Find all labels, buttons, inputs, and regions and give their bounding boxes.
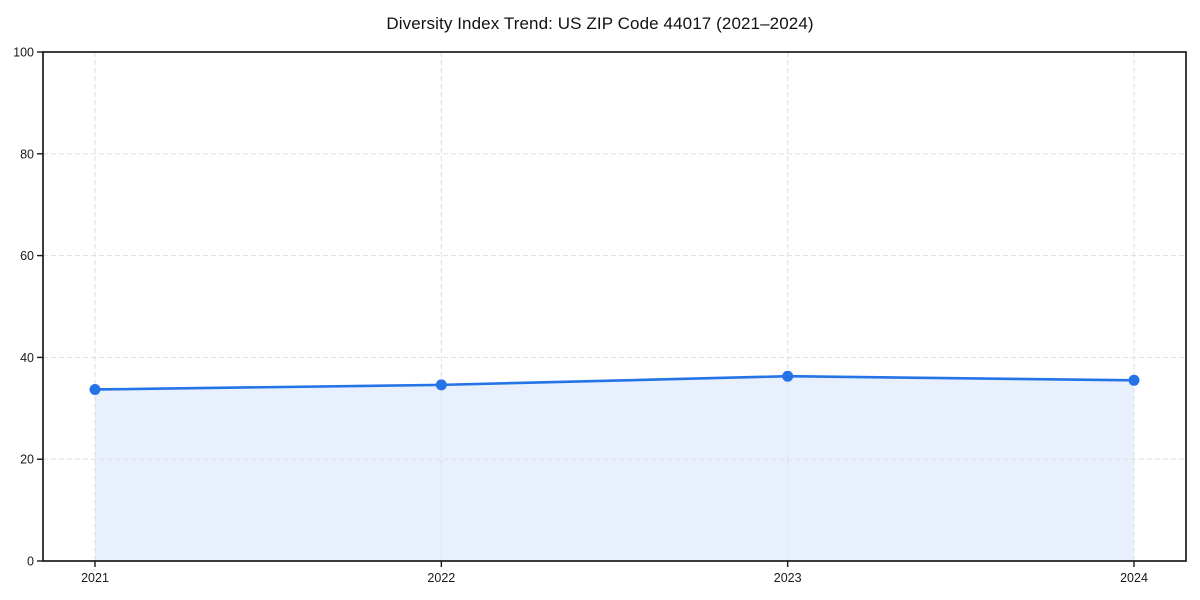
data-point-2024 — [1128, 374, 1140, 386]
y-tick-label: 0 — [27, 555, 34, 569]
x-tick-label: 2022 — [427, 571, 455, 585]
data-point-2021 — [89, 383, 101, 395]
y-tick-label: 60 — [20, 249, 34, 263]
x-tick-label: 2021 — [81, 571, 109, 585]
y-tick-label: 40 — [20, 351, 34, 365]
y-tick-label: 100 — [13, 46, 34, 60]
x-tick-label: 2023 — [774, 571, 802, 585]
chart-title: Diversity Index Trend: US ZIP Code 44017… — [386, 14, 814, 33]
data-point-2022 — [435, 379, 447, 391]
area-fill — [95, 376, 1134, 561]
plot-border — [42, 51, 1187, 562]
trend-line — [93, 374, 1136, 391]
x-tick-label: 2024 — [1120, 571, 1148, 585]
y-tick-label: 80 — [20, 147, 34, 161]
y-tick-label: 20 — [20, 453, 34, 467]
data-point-2023 — [782, 370, 794, 382]
